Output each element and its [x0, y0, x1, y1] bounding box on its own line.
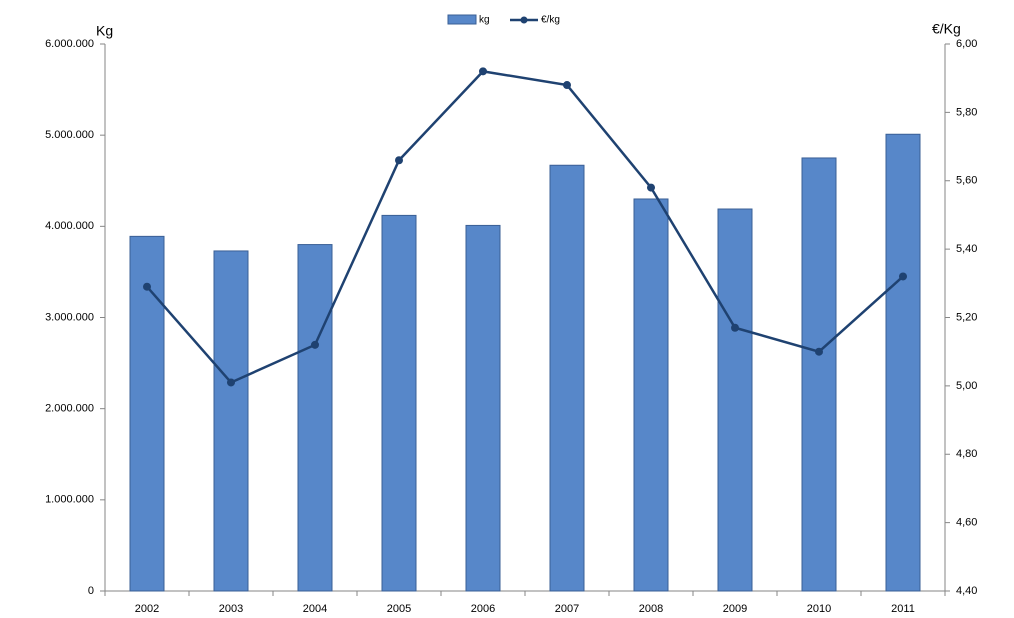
- y2-tick-label: 5,40: [956, 243, 977, 255]
- line-marker: [227, 378, 235, 387]
- bar: [297, 244, 333, 592]
- y-tick-label: 3.000.000: [45, 311, 94, 323]
- y2-axis-title: €/Kg: [932, 21, 961, 37]
- line-marker: [311, 340, 319, 349]
- x-tick-label: 2007: [555, 603, 579, 615]
- y2-tick-label: 4,60: [956, 517, 977, 529]
- line-marker: [143, 282, 151, 291]
- bar: [381, 214, 417, 592]
- y-tick-label: 5.000.000: [45, 129, 94, 141]
- line-marker: [647, 183, 655, 192]
- line: [146, 70, 904, 384]
- y-tick-label: 6.000.000: [45, 38, 94, 50]
- bar: [633, 198, 669, 592]
- y2-tick-label: 5,20: [956, 311, 977, 323]
- y2-tick-label: 4,80: [956, 448, 977, 460]
- y2-tick-label: 6,00: [956, 38, 977, 50]
- bar: [465, 224, 501, 592]
- x-tick-label: 2011: [891, 603, 915, 615]
- y-tick-label: 4.000.000: [45, 220, 94, 232]
- y-tick-label: 2.000.000: [45, 403, 94, 415]
- line-marker: [899, 272, 907, 281]
- y2-tick-label: 4,40: [956, 585, 977, 597]
- y2-tick-label: 5,00: [956, 380, 977, 392]
- y2-tick-label: 5,60: [956, 175, 977, 187]
- legend-marker: [520, 16, 528, 24]
- bar: [717, 208, 753, 592]
- legend-swatch: [447, 14, 477, 25]
- y-tick-label: 0: [88, 585, 94, 597]
- x-tick-label: 2005: [387, 603, 411, 615]
- line-marker: [815, 347, 823, 356]
- legend-label: kg: [479, 15, 490, 26]
- x-tick-label: 2003: [219, 603, 243, 615]
- line-marker: [395, 156, 403, 165]
- bar: [885, 133, 921, 592]
- y2-tick-label: 5,80: [956, 106, 977, 118]
- x-tick-label: 2004: [303, 603, 327, 615]
- x-tick-label: 2009: [723, 603, 747, 615]
- x-tick-label: 2002: [135, 603, 159, 615]
- y-tick-label: 1.000.000: [45, 494, 94, 506]
- y-axis-title: Kg: [96, 23, 113, 39]
- line-marker: [479, 67, 487, 76]
- x-tick-label: 2008: [639, 603, 663, 615]
- legend-label: €/kg: [541, 15, 560, 26]
- x-tick-label: 2006: [471, 603, 495, 615]
- bar: [213, 250, 249, 592]
- line-marker: [563, 81, 571, 90]
- x-tick-label: 2010: [807, 603, 831, 615]
- bar: [801, 157, 837, 592]
- line-marker: [731, 323, 739, 332]
- bar: [549, 164, 585, 592]
- bar: [129, 235, 165, 592]
